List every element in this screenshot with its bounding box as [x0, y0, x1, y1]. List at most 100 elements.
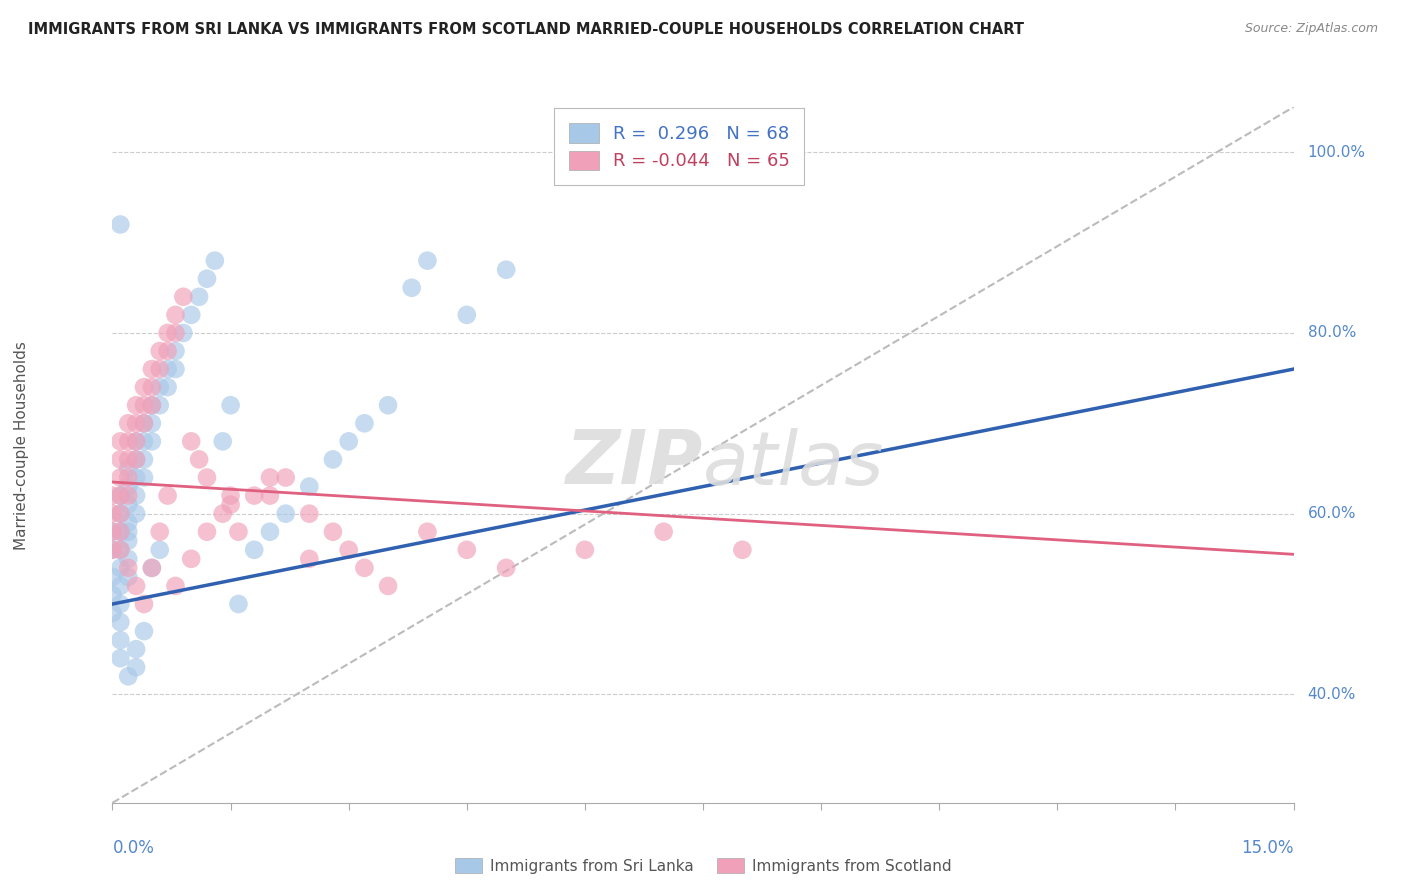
- Point: [125, 398, 148, 412]
- Point: [132, 380, 155, 394]
- Point: [117, 669, 139, 683]
- Legend: Immigrants from Sri Lanka, Immigrants from Scotland: Immigrants from Sri Lanka, Immigrants fr…: [449, 852, 957, 880]
- Point: [117, 417, 139, 431]
- Point: [652, 524, 675, 539]
- Point: [141, 398, 163, 412]
- Point: [110, 597, 132, 611]
- Point: [495, 262, 517, 277]
- Point: [132, 470, 155, 484]
- Point: [156, 344, 179, 359]
- Point: [141, 561, 163, 575]
- Point: [228, 597, 250, 611]
- Point: [165, 362, 187, 376]
- Point: [117, 498, 139, 512]
- Point: [353, 417, 375, 431]
- Point: [117, 551, 139, 566]
- Point: [165, 326, 187, 340]
- Point: [149, 344, 172, 359]
- Point: [149, 362, 172, 376]
- Point: [172, 290, 194, 304]
- Point: [141, 398, 163, 412]
- Point: [141, 380, 163, 394]
- Point: [132, 597, 155, 611]
- Point: [219, 498, 242, 512]
- Point: [141, 434, 163, 449]
- Point: [180, 308, 202, 322]
- Text: Married-couple Households: Married-couple Households: [14, 342, 28, 550]
- Point: [259, 489, 281, 503]
- Point: [416, 253, 439, 268]
- Point: [110, 434, 132, 449]
- Text: 80.0%: 80.0%: [1308, 326, 1355, 341]
- Point: [195, 470, 218, 484]
- Point: [228, 524, 250, 539]
- Point: [149, 542, 172, 557]
- Point: [110, 507, 132, 521]
- Point: [101, 524, 124, 539]
- Point: [117, 489, 139, 503]
- Point: [117, 479, 139, 493]
- Point: [377, 579, 399, 593]
- Point: [110, 489, 132, 503]
- Text: 15.0%: 15.0%: [1241, 839, 1294, 857]
- Point: [110, 542, 132, 557]
- Point: [101, 489, 124, 503]
- Text: 60.0%: 60.0%: [1308, 506, 1355, 521]
- Point: [101, 570, 124, 584]
- Point: [110, 561, 132, 575]
- Point: [141, 362, 163, 376]
- Text: ZIP: ZIP: [565, 427, 703, 500]
- Point: [132, 434, 155, 449]
- Point: [110, 651, 132, 665]
- Point: [156, 362, 179, 376]
- Point: [156, 489, 179, 503]
- Point: [125, 434, 148, 449]
- Point: [337, 434, 360, 449]
- Point: [243, 542, 266, 557]
- Point: [180, 551, 202, 566]
- Point: [322, 524, 344, 539]
- Point: [274, 507, 297, 521]
- Point: [110, 633, 132, 648]
- Point: [117, 516, 139, 530]
- Point: [172, 326, 194, 340]
- Text: Source: ZipAtlas.com: Source: ZipAtlas.com: [1244, 22, 1378, 36]
- Point: [322, 452, 344, 467]
- Point: [101, 606, 124, 620]
- Text: 100.0%: 100.0%: [1308, 145, 1365, 160]
- Point: [188, 452, 211, 467]
- Point: [141, 417, 163, 431]
- Text: atlas: atlas: [703, 428, 884, 500]
- Point: [141, 561, 163, 575]
- Point: [110, 218, 132, 232]
- Point: [149, 398, 172, 412]
- Point: [125, 470, 148, 484]
- Point: [110, 507, 132, 521]
- Point: [125, 452, 148, 467]
- Point: [117, 434, 139, 449]
- Point: [243, 489, 266, 503]
- Point: [165, 308, 187, 322]
- Point: [219, 489, 242, 503]
- Point: [101, 542, 124, 557]
- Point: [125, 417, 148, 431]
- Point: [219, 398, 242, 412]
- Point: [125, 507, 148, 521]
- Point: [117, 461, 139, 475]
- Point: [195, 524, 218, 539]
- Point: [110, 579, 132, 593]
- Point: [165, 579, 187, 593]
- Point: [204, 253, 226, 268]
- Point: [353, 561, 375, 575]
- Point: [574, 542, 596, 557]
- Point: [110, 524, 132, 539]
- Point: [125, 579, 148, 593]
- Point: [101, 524, 124, 539]
- Point: [495, 561, 517, 575]
- Point: [132, 624, 155, 639]
- Point: [132, 398, 155, 412]
- Point: [165, 344, 187, 359]
- Point: [117, 570, 139, 584]
- Point: [125, 452, 148, 467]
- Point: [101, 588, 124, 602]
